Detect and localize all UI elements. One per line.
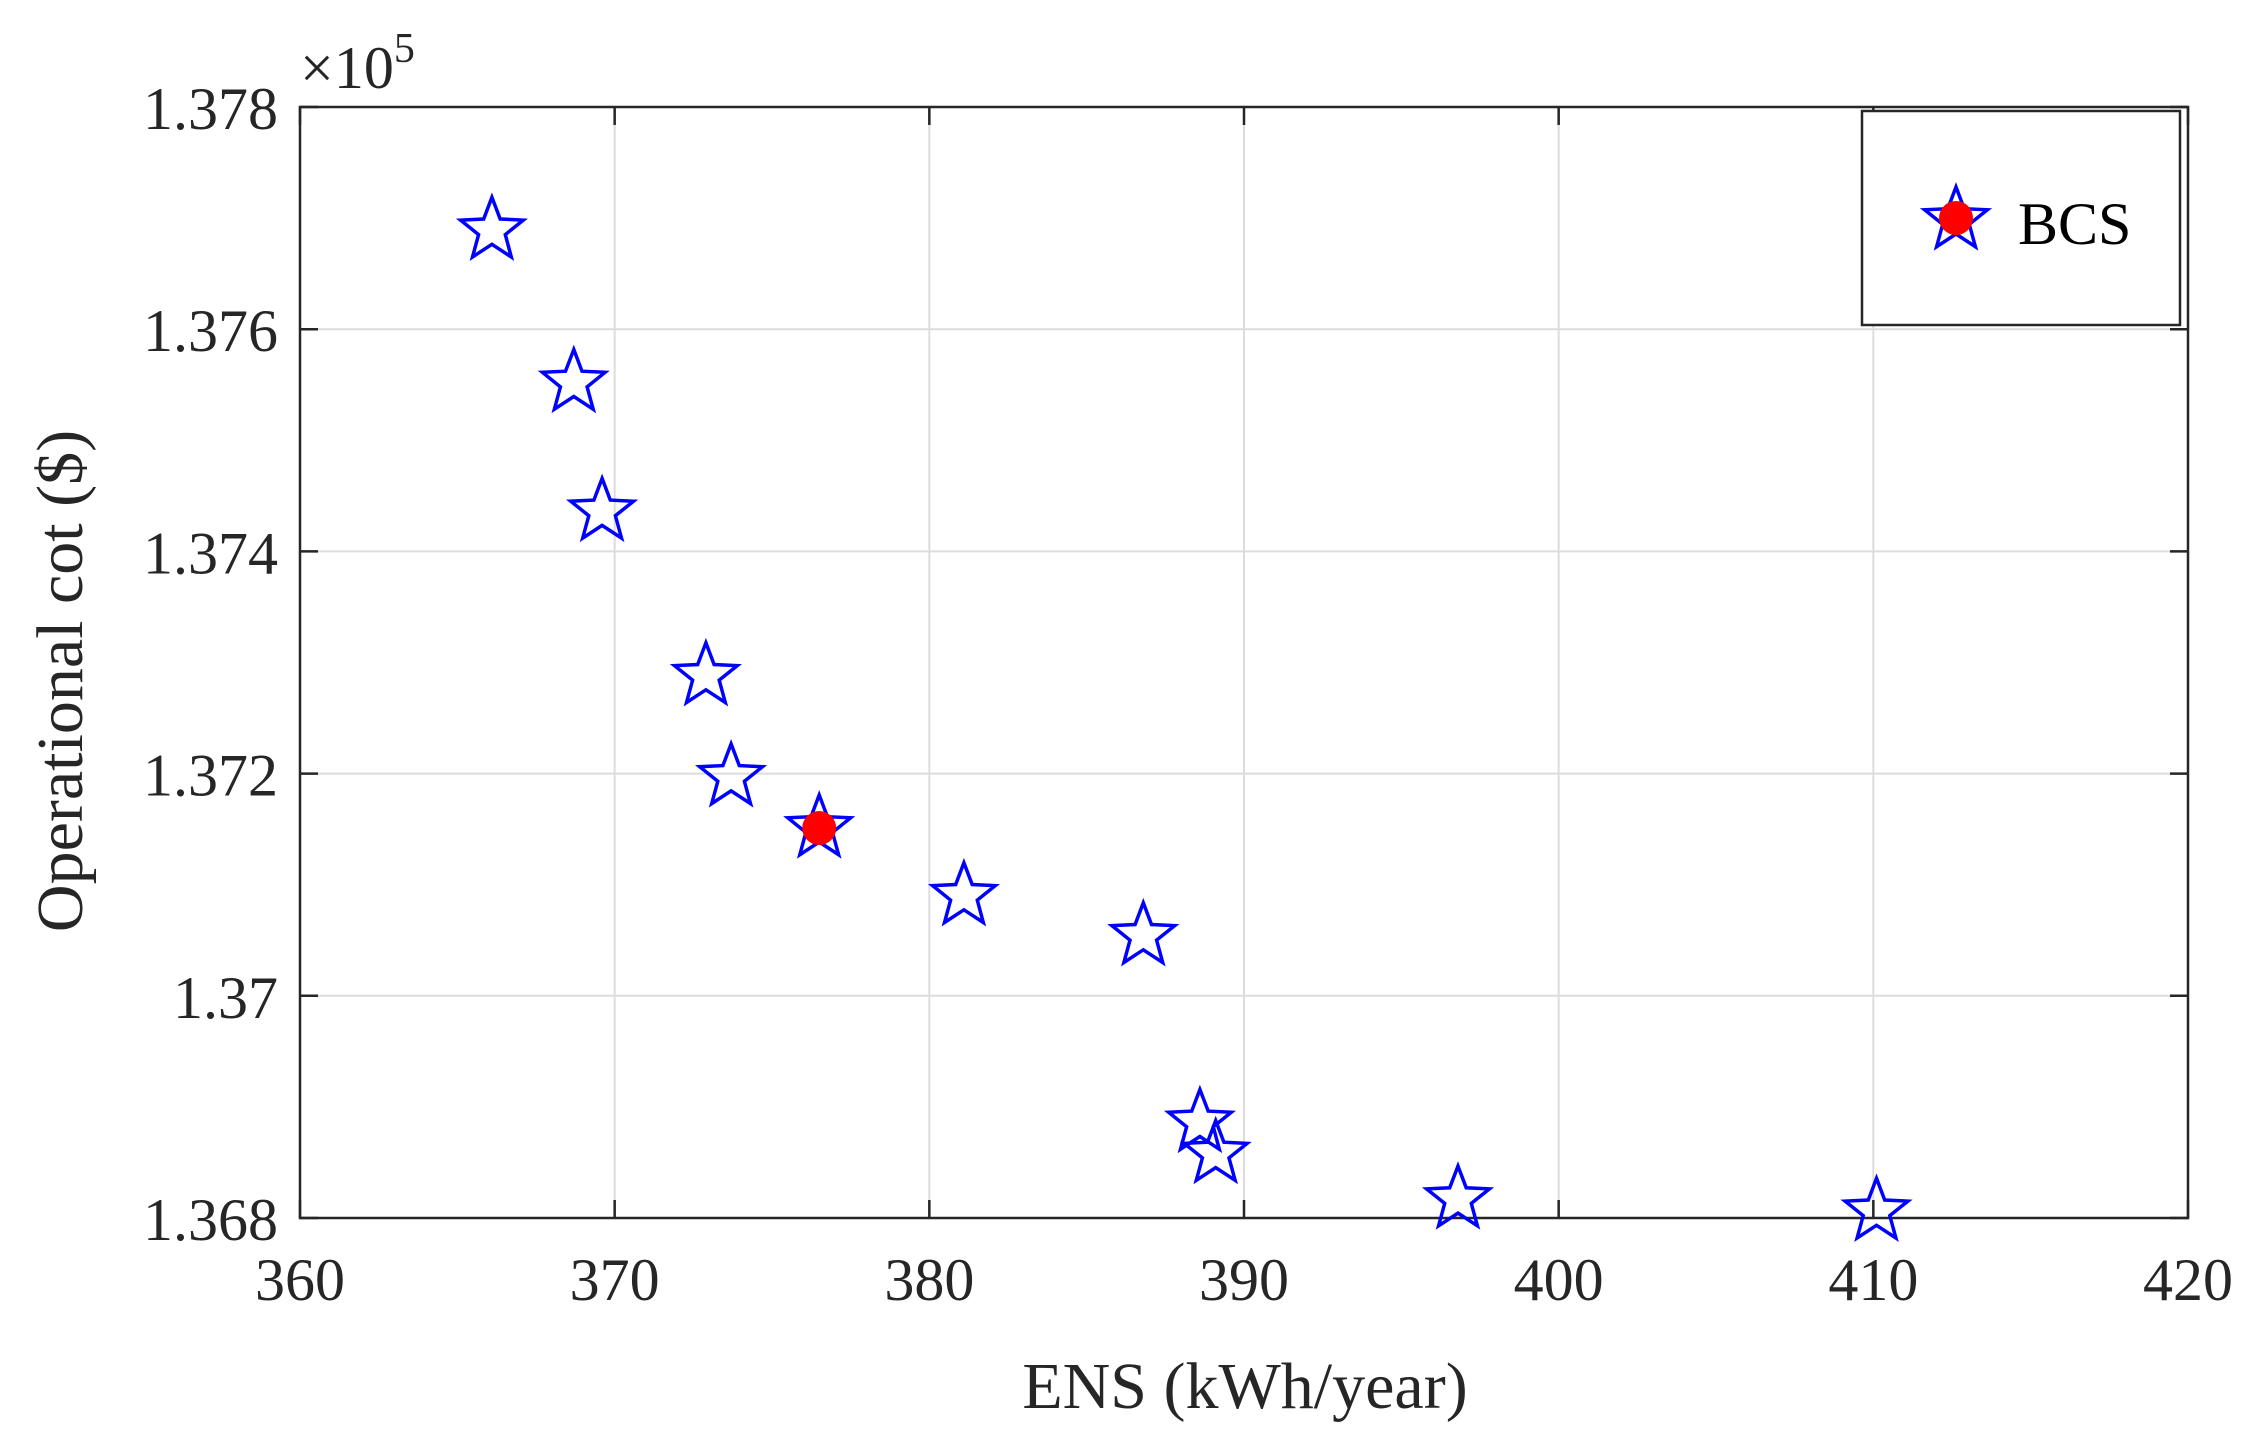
- data-point-star: [1179, 1115, 1252, 1185]
- y-tick-label: 1.37: [173, 965, 278, 1031]
- data-point-star: [455, 192, 528, 261]
- legend-label-bcs: BCS: [2018, 191, 2131, 257]
- data-point-star: [1421, 1161, 1495, 1230]
- legend: BCS: [1860, 109, 2182, 327]
- y-axis-multiplier-exponent: 5: [394, 26, 415, 72]
- y-tick-label: 1.368: [143, 1187, 278, 1253]
- x-tick-label: 400: [1514, 1247, 1604, 1313]
- data-point-star: [1107, 897, 1180, 967]
- x-tick-label: 370: [570, 1247, 660, 1313]
- y-axis-title: Operational cot ($): [24, 430, 97, 932]
- data-points: [455, 192, 1913, 1242]
- x-tick-label: 410: [1828, 1247, 1918, 1313]
- data-point-star: [1163, 1084, 1236, 1154]
- legend-marker-bcs: [1919, 182, 1993, 251]
- x-axis-ticks: 360 370 380 390 400 410 420: [255, 107, 2233, 1313]
- y-tick-label: 1.376: [143, 298, 278, 364]
- y-tick-label: 1.374: [143, 520, 278, 586]
- x-tick-label: 390: [1199, 1247, 1289, 1313]
- y-axis-ticks: 1.368 1.37 1.372 1.374 1.376 1.378: [143, 76, 2188, 1253]
- x-tick-label: 380: [884, 1247, 974, 1313]
- data-point-star: [565, 473, 639, 543]
- y-tick-label: 1.372: [143, 743, 278, 809]
- data-point-bcs: [802, 811, 837, 846]
- y-axis-multiplier-base: ×10: [300, 35, 394, 101]
- data-point-star: [669, 637, 742, 707]
- data-point-star: [1840, 1173, 1913, 1242]
- data-point-star: [695, 738, 768, 808]
- plot-area-frame: [298, 105, 2190, 1220]
- y-axis-multiplier: ×105: [300, 26, 415, 101]
- x-tick-label: 360: [255, 1247, 345, 1313]
- y-tick-label: 1.378: [143, 76, 278, 142]
- legend-dot-icon: [1939, 201, 1973, 235]
- data-point-star: [927, 857, 1000, 927]
- legend-box: [1860, 109, 2182, 327]
- x-axis-title: ENS (kWh/year): [1022, 1350, 1467, 1423]
- data-point-star: [537, 344, 610, 414]
- x-tick-label: 420: [2143, 1247, 2233, 1313]
